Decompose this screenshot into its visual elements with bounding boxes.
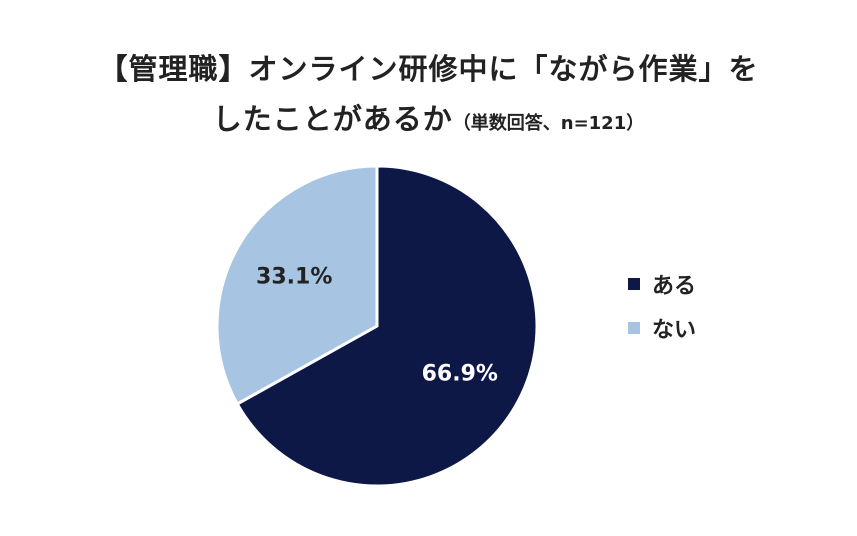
legend-swatch-nai (628, 322, 640, 334)
pie-slice-nai (215, 164, 379, 406)
chart-title-line1: 【管理職】オンライン研修中に「ながら作業」を (98, 52, 759, 86)
chart-title-line2: したことがあるか（単数回答、n=121） (0, 96, 857, 138)
data-label-nai: 33.1% (256, 264, 332, 289)
data-label-aru: 66.9% (422, 362, 498, 387)
chart-title-line2-text: したことがあるか (212, 102, 453, 136)
legend-item-aru: ある (628, 262, 696, 306)
pie-slice-aru (235, 164, 539, 488)
chart-subtitle: （単数回答、n=121） (452, 113, 645, 134)
legend-label-nai: ない (652, 318, 697, 343)
legend-swatch-aru (628, 278, 640, 290)
legend-label-aru: ある (652, 274, 697, 299)
legend-item-nai: ない (628, 306, 696, 350)
legend: ある ない (628, 262, 696, 350)
